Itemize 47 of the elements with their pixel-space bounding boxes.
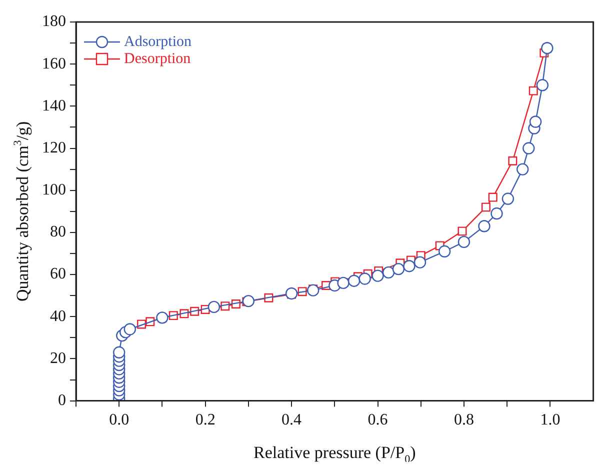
y-axis-title: Quantity absorbed (cm3/g) <box>12 121 32 302</box>
y-tick-label: 140 <box>42 97 66 114</box>
y-tick-label: 120 <box>42 139 66 156</box>
y-tick-label: 60 <box>50 266 66 283</box>
y-tick-label: 180 <box>42 13 66 30</box>
x-tick-label: 0.4 <box>282 412 302 429</box>
y-tick-label: 0 <box>58 392 66 410</box>
point <box>481 202 490 212</box>
point <box>382 266 395 279</box>
point <box>490 207 503 220</box>
point <box>529 116 542 128</box>
point <box>516 163 529 176</box>
y-tick-label: 40 <box>50 308 66 325</box>
point <box>403 260 416 272</box>
point <box>536 79 549 92</box>
point <box>478 220 490 232</box>
point <box>414 256 426 268</box>
point <box>285 287 298 300</box>
x-tick-label: 0.6 <box>368 412 388 429</box>
point <box>348 274 360 287</box>
point <box>358 272 371 285</box>
point <box>337 276 350 290</box>
y-tick-label: 160 <box>42 55 66 72</box>
x-tick-label: 0.0 <box>109 412 130 429</box>
x-tick-label: 1.0 <box>540 412 560 429</box>
point <box>306 284 320 296</box>
y-tick-label: 20 <box>50 350 66 367</box>
point <box>438 245 451 258</box>
point <box>458 236 470 248</box>
point <box>242 294 255 308</box>
point <box>392 262 405 276</box>
y-tick-label: 80 <box>50 224 66 241</box>
x-tick-label: 0.2 <box>195 412 216 429</box>
point <box>372 270 384 282</box>
y-tick-label: 100 <box>42 182 66 199</box>
x-tick-label: 0.8 <box>454 412 474 429</box>
point <box>113 346 126 358</box>
legend-label: Adsorption <box>124 34 192 50</box>
point <box>124 323 136 336</box>
point <box>502 192 514 205</box>
point <box>522 142 535 154</box>
point <box>508 156 518 166</box>
point <box>488 192 498 202</box>
legend-label: Desorption <box>124 50 192 67</box>
point <box>208 300 220 314</box>
point <box>528 86 538 96</box>
point <box>458 226 467 236</box>
